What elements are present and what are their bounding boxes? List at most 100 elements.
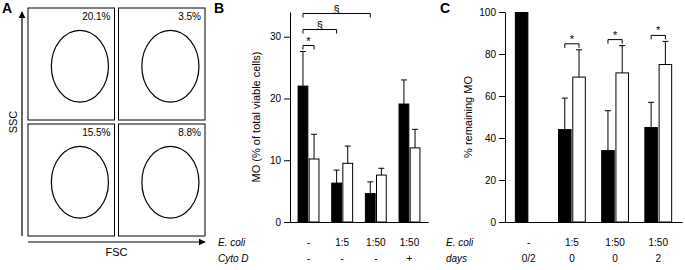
x-tick: 1:50 (400, 222, 420, 248)
bar (410, 148, 420, 222)
error-cap (334, 170, 340, 171)
plot-frame (28, 8, 115, 120)
bar (559, 130, 572, 222)
error-cap (605, 110, 611, 111)
bar (616, 73, 629, 222)
plot-frame (119, 124, 206, 236)
error-stem (607, 111, 608, 151)
gate-percent: 15.5% (82, 127, 110, 138)
error-cap (576, 49, 582, 50)
row-value: - (340, 253, 343, 264)
y-tick: 10 (270, 155, 290, 166)
bar (645, 128, 658, 223)
y-tick: 80 (485, 49, 505, 60)
error-cap (300, 51, 306, 52)
error-stem (347, 146, 348, 163)
gate-percent: 3.5% (178, 11, 201, 22)
error-bar (412, 129, 418, 148)
significance-label: § (317, 19, 323, 31)
x-axis: - 1:5 1:50 1:50 (291, 222, 429, 248)
dot-plot: 15.5% (28, 124, 115, 236)
y-axis: 020406080100 (479, 7, 505, 228)
significance-label: * (613, 29, 618, 41)
x-tick: 1:5 (335, 222, 349, 248)
row-value: 0 (569, 253, 575, 264)
x-tick: 1:50 (366, 222, 386, 248)
significance-label: * (570, 33, 575, 45)
y-tick: 20 (485, 175, 505, 186)
error-bar (619, 46, 625, 73)
gate-percent: 8.8% (178, 127, 201, 138)
error-cap (562, 98, 568, 99)
panel-2: C020406080100% remaining MO-1:51:501:50E… (440, 0, 683, 264)
y-tick-label: 20 (270, 93, 282, 104)
y-tick: 40 (485, 133, 505, 144)
error-bar (300, 52, 306, 87)
error-stem (415, 129, 416, 148)
x-tick-label: 1:50 (649, 237, 669, 248)
marks (515, 12, 671, 222)
bar (659, 65, 672, 223)
y-tick: 0 (490, 217, 505, 228)
error-bar (648, 102, 654, 127)
y-tick: 0 (275, 217, 290, 228)
row-label: Cyto D (218, 253, 249, 264)
x-tick-label: 1:5 (565, 237, 579, 248)
gate (51, 146, 108, 218)
panel-a: A20.1%3.5%15.5%8.8%SSCFSC (2, 0, 205, 258)
error-stem (381, 168, 382, 175)
error-stem (314, 134, 315, 159)
y-arrow (21, 12, 22, 236)
error-cap (367, 181, 373, 182)
error-stem (651, 102, 652, 127)
error-cap (412, 129, 418, 130)
error-bar (378, 168, 384, 175)
bar (332, 183, 342, 222)
gate (51, 30, 108, 102)
error-cap (662, 41, 668, 42)
y-tick: 30 (270, 31, 290, 42)
y-axis-line (505, 13, 506, 223)
gate (142, 30, 199, 102)
error-bar (345, 146, 351, 163)
panel-label: C (440, 0, 450, 16)
x-axis-title: E. coli (446, 237, 474, 248)
error-cap (401, 79, 407, 80)
row-label: days (446, 253, 467, 264)
y-tick-mark (284, 37, 290, 38)
y-axis-title: SSC (7, 111, 19, 134)
y-tick-label: 60 (485, 91, 497, 102)
figure: A20.1%3.5%15.5%8.8%SSCFSCB0102030MO (% o… (0, 0, 685, 270)
y-axis-title: MO (% of total viable cells) (250, 52, 262, 183)
x-axis-line (506, 222, 683, 223)
error-bar (605, 111, 611, 151)
bar (399, 104, 409, 222)
error-stem (622, 46, 623, 73)
y-tick-mark (499, 12, 505, 13)
x-tick-label: 1:5 (335, 237, 349, 248)
x-tick: - (307, 222, 310, 248)
significance-label: * (306, 35, 311, 47)
x-axis-line (291, 222, 429, 223)
error-stem (579, 50, 580, 77)
significance: § (303, 3, 370, 18)
x-tick: - (527, 222, 530, 248)
bar (365, 194, 375, 222)
y-tick-mark (499, 138, 505, 139)
error-stem (665, 41, 666, 64)
y-tick-mark (499, 180, 505, 181)
bar (515, 12, 528, 222)
y-axis-title: % remaining MO (462, 76, 474, 158)
error-bar (367, 182, 373, 194)
error-stem (403, 80, 404, 104)
error-bar (662, 41, 668, 64)
error-cap (619, 45, 625, 46)
y-axis-line (290, 13, 291, 223)
y-tick-mark (284, 160, 290, 161)
x-tick-label: - (307, 237, 310, 248)
error-bar (401, 80, 407, 104)
error-bar (311, 134, 317, 159)
y-tick-mark (284, 222, 290, 223)
y-tick-mark (284, 98, 290, 99)
bar (376, 175, 386, 222)
